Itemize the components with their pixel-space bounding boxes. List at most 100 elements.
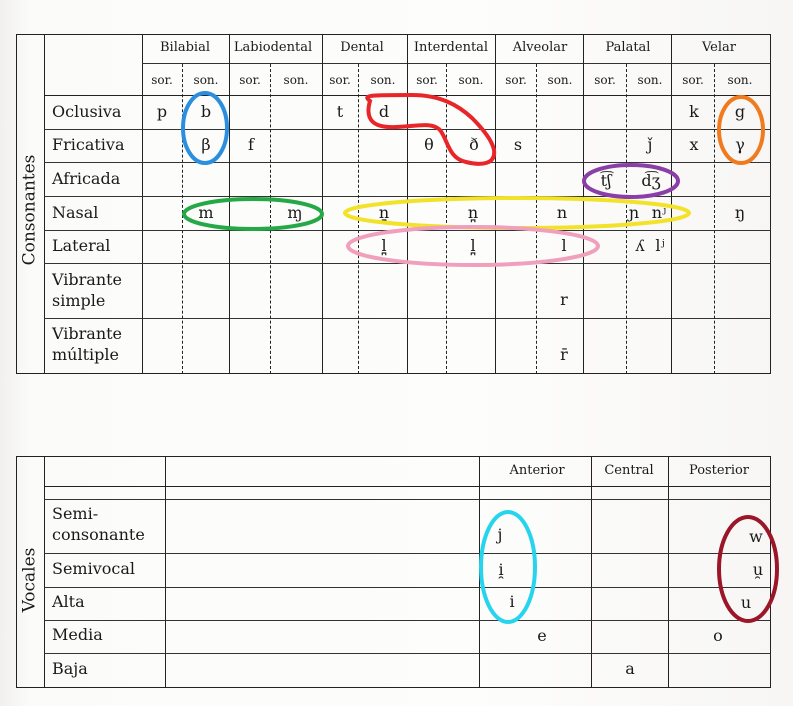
voiceless-header: sor.	[151, 73, 173, 87]
voiceless-header: sor.	[682, 73, 704, 87]
symbol-g: g	[734, 102, 746, 121]
symbol-gamma: γ	[735, 135, 745, 154]
manner-label-vibrante-simple-2: simple	[52, 291, 106, 310]
vowel-row-rule	[44, 553, 770, 554]
symbol-r: r	[560, 290, 568, 309]
symbol-u: u	[740, 593, 752, 612]
vowel-row-label-alta: Alta	[52, 592, 85, 611]
symbol-x: x	[689, 135, 699, 154]
place-header-bilabial: Bilabial	[159, 40, 211, 55]
voicing-divider	[270, 64, 271, 374]
symbol-u-nonsyllabic: u̯	[752, 560, 764, 579]
side-label-divider	[44, 34, 45, 374]
vocales-side-label: Vocales	[19, 547, 40, 613]
place-header-dental: Dental	[340, 40, 384, 55]
symbol-k: k	[689, 102, 699, 121]
symbol-w-glide: w	[749, 527, 763, 546]
manner-label-vibrante-multiple-1: Vibrante	[52, 324, 123, 343]
symbol-eth: ð	[469, 135, 479, 154]
symbol-i-nonsyllabic: i̯	[498, 560, 504, 579]
vowel-header-rule-2	[44, 499, 770, 500]
place-divider	[229, 34, 230, 374]
vowel-row-label-media: Media	[52, 625, 103, 644]
vowel-row-rule	[44, 620, 770, 621]
symbol-ch: t͡ʃ	[600, 171, 612, 190]
vowel-bottom-border	[16, 687, 771, 688]
vowel-right-border	[770, 456, 771, 688]
vowel-row-label-consonante: consonante	[52, 525, 145, 544]
symbol-p: p	[156, 102, 168, 121]
vowel-side-divider	[44, 456, 45, 688]
vowel-header-rule	[44, 486, 770, 487]
place-header-alveolar: Alveolar	[512, 40, 568, 55]
symbol-b: b	[200, 102, 212, 121]
voiceless-header: sor.	[329, 73, 351, 87]
symbol-j-wedge: ǰ	[647, 135, 653, 154]
place-header-velar: Velar	[701, 40, 737, 55]
voiced-header: son.	[193, 73, 219, 87]
vowel-row-rule	[44, 653, 770, 654]
place-header-palatal: Palatal	[605, 40, 651, 55]
manner-label-vibrante-simple-1: Vibrante	[52, 270, 123, 289]
vowel-column-divider	[668, 456, 669, 688]
place-divider	[322, 34, 323, 374]
vowel-row-label-baja: Baja	[52, 659, 88, 678]
voiceless-header: sor.	[505, 73, 527, 87]
consonant-bottom-border	[16, 373, 771, 374]
manner-label-africada: Africada	[52, 169, 121, 188]
place-divider	[583, 34, 584, 374]
vowel-top-border	[16, 456, 771, 457]
voicing-divider	[714, 64, 715, 374]
voicing-divider	[358, 64, 359, 374]
symbol-l-palatal: ʎ	[635, 236, 645, 255]
symbol-i: i	[509, 592, 515, 611]
row-label-divider	[142, 34, 143, 374]
place-divider	[671, 34, 672, 374]
vowel-column-divider	[591, 456, 592, 688]
place-header-rule	[142, 63, 770, 64]
voiced-header: son.	[547, 73, 573, 87]
symbol-n-dental: n̪	[378, 203, 390, 222]
symbol-l-dental: l̪	[381, 236, 387, 255]
manner-label-fricativa: Fricativa	[52, 135, 125, 154]
consonant-left-border	[16, 34, 17, 374]
manner-label-oclusiva: Oclusiva	[52, 102, 122, 121]
voiced-header: son.	[283, 73, 309, 87]
vowel-label-divider	[165, 456, 166, 688]
symbol-t: t	[336, 102, 344, 121]
symbol-a: a	[625, 659, 635, 678]
vowel-row-rule	[44, 587, 770, 588]
symbol-rr: r̄	[560, 345, 568, 364]
symbol-n-velar: ŋ	[734, 203, 746, 222]
voiced-header: son.	[637, 73, 663, 87]
voicing-divider	[446, 64, 447, 374]
consonant-top-border	[16, 34, 771, 35]
symbol-m-labiodental: ɱ	[287, 203, 303, 222]
symbol-l-palatalized: lʲ	[655, 236, 665, 255]
consonantes-side-label: Consonantes	[19, 154, 40, 266]
symbol-l: l	[561, 236, 567, 255]
voicing-divider	[626, 64, 627, 374]
vowel-header-posterior: Posterior	[688, 463, 750, 478]
symbol-n-interdental: n̪	[467, 203, 479, 222]
vowel-row-label-semi: Semi-	[52, 504, 99, 523]
symbol-n: n	[556, 203, 568, 222]
voicing-divider	[182, 64, 183, 374]
place-header-interdental: Interdental	[413, 40, 489, 55]
symbol-f: f	[248, 135, 254, 154]
vowel-header-anterior: Anterior	[509, 463, 565, 478]
vowel-header-central: Central	[604, 463, 654, 478]
symbol-d: d	[378, 102, 390, 121]
symbol-n-palatal: ɲ	[628, 203, 640, 222]
voiced-header: son.	[458, 73, 484, 87]
vowel-row-label-semivocal: Semivocal	[52, 559, 136, 578]
voiced-header: son.	[370, 73, 396, 87]
symbol-dzh: d͡ʒ	[641, 171, 661, 190]
consonant-right-border	[770, 34, 771, 374]
symbol-o: o	[713, 626, 723, 645]
symbol-s: s	[513, 135, 523, 154]
symbol-e: e	[537, 626, 547, 645]
manner-label-nasal: Nasal	[52, 203, 99, 222]
voicing-divider	[536, 64, 537, 374]
manner-label-lateral: Lateral	[52, 236, 111, 255]
